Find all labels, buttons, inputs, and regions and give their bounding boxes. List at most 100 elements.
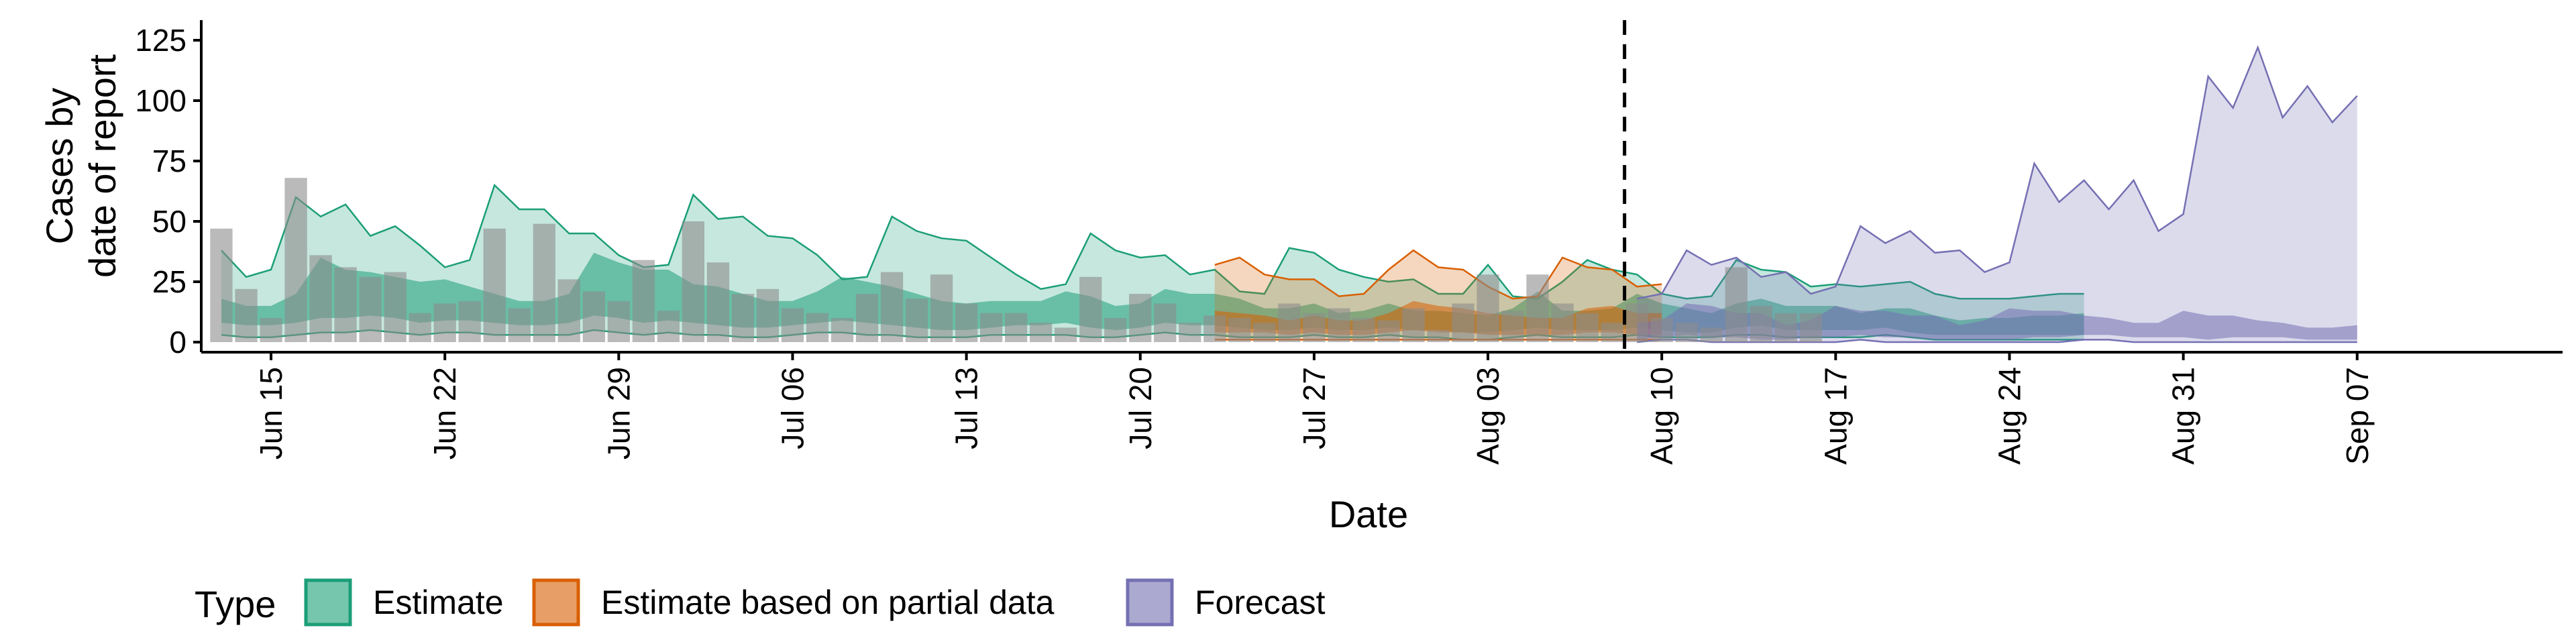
reported-bar <box>1352 318 1375 342</box>
reported-bar <box>1228 318 1251 342</box>
reported-bar <box>1055 327 1077 342</box>
x-tick-label: Aug 10 <box>1644 367 1679 465</box>
y-axis-title-line: date of report <box>81 54 123 278</box>
reported-bar <box>1079 276 1102 342</box>
legend-label-forecast: Forecast <box>1195 584 1326 621</box>
axes: 0 25 50 75 100 125 Jun 15 Jun 22 Jun 29 Jul 06 Jul… <box>38 20 2563 535</box>
reported-bar <box>980 313 1003 342</box>
reported-case-bars <box>210 178 1822 342</box>
reported-bar <box>1104 318 1127 342</box>
reported-bar <box>1675 323 1698 342</box>
legend-title: Type <box>195 583 276 625</box>
x-tick-label: Aug 17 <box>1818 367 1853 465</box>
x-tick-label: Aug 31 <box>2166 367 2201 465</box>
reported-bar <box>1799 313 1822 342</box>
reported-bar <box>955 303 978 342</box>
estimate-based-on-partial-data-90-band <box>1214 250 1662 340</box>
reported-bar <box>905 299 928 342</box>
reported-bar <box>1774 313 1797 342</box>
reported-bar <box>1402 308 1425 342</box>
y-axis-title-line: Cases by <box>38 88 80 244</box>
reported-bar <box>1477 274 1499 342</box>
x-axis-title: Date <box>1329 493 1408 535</box>
x-tick-label: Sep 07 <box>2340 367 2375 465</box>
reported-bar <box>1750 306 1772 342</box>
reported-bar <box>1427 330 1450 342</box>
reported-bar <box>1179 323 1201 342</box>
reported-bar <box>1377 320 1400 342</box>
reported-bar <box>781 308 804 342</box>
reported-bar <box>533 223 555 342</box>
reported-bar <box>657 311 680 342</box>
legend-swatch-estimate <box>304 578 352 627</box>
x-tick-label: Jul 27 <box>1297 367 1332 449</box>
reported-bar <box>1601 323 1623 342</box>
reported-bar <box>632 260 655 342</box>
reported-bar <box>260 318 282 342</box>
estimate-based-on-partial-data-50-band <box>1214 301 1662 335</box>
reported-bar <box>806 313 829 342</box>
legend-swatch-forecast <box>1126 578 1174 627</box>
reported-bar <box>359 276 382 342</box>
x-tick-label: Jun 15 <box>254 367 288 460</box>
x-tick-label: Jul 06 <box>775 367 810 449</box>
x-tick-label: Aug 03 <box>1470 367 1505 465</box>
reported-bar <box>483 228 506 342</box>
reported-bar <box>880 272 904 342</box>
y-tick-label: 50 <box>152 204 186 239</box>
reported-bar <box>582 291 605 342</box>
reported-bar <box>930 274 953 342</box>
reported-bar <box>1725 267 1748 342</box>
forecast-upper-90-line <box>1636 45 2358 300</box>
reported-bar <box>1303 313 1326 342</box>
reported-bar <box>235 288 258 342</box>
y-tick-label: 100 <box>135 83 186 118</box>
estimate-based-on-partial-data-upper-90-line <box>1214 249 1662 300</box>
reported-bar <box>284 178 307 342</box>
reported-bar <box>731 294 755 342</box>
y-axis-title: Cases bydate of report <box>38 54 123 278</box>
x-tick-label: Jul 20 <box>1123 367 1158 449</box>
reported-bar <box>1253 323 1276 342</box>
reported-bar <box>1030 323 1053 342</box>
legend: Type Estimate Estimate based on partial da… <box>195 578 1326 627</box>
reported-bar <box>1129 294 1152 342</box>
reported-bar <box>557 279 580 342</box>
reported-bar <box>409 313 431 342</box>
reported-bar <box>830 318 854 342</box>
reported-bar <box>1501 311 1524 342</box>
forecast-90-band <box>1637 47 2357 343</box>
reported-bar <box>706 262 730 342</box>
reported-bar <box>1154 303 1177 342</box>
reported-bar <box>1576 313 1599 342</box>
reported-bar <box>1328 308 1350 342</box>
y-tick-label: 75 <box>152 144 186 178</box>
reported-bar <box>855 294 879 342</box>
reported-bar <box>1551 303 1574 342</box>
reported-bar <box>756 288 780 342</box>
reported-bar <box>309 255 332 342</box>
y-tick-label: 0 <box>169 325 186 360</box>
reported-bar <box>1278 303 1301 342</box>
legend-label-estimate: Estimate <box>373 584 504 621</box>
reported-bar <box>1526 274 1549 342</box>
reported-bar <box>682 221 704 342</box>
x-tick-label: Jun 29 <box>601 367 636 460</box>
reported-bar <box>607 301 630 342</box>
reported-bar <box>384 272 407 342</box>
reported-bar <box>1700 327 1723 342</box>
reported-bar <box>334 267 357 342</box>
legend-label-estimate-based-on-partial-data: Estimate based on partial data <box>601 584 1055 621</box>
reported-bar <box>1625 303 1648 342</box>
reported-bar <box>1005 313 1028 342</box>
reported-bar <box>1452 303 1474 342</box>
x-tick-label: Aug 24 <box>1992 367 2027 465</box>
reported-bar <box>508 308 531 342</box>
reported-bar <box>1203 315 1226 342</box>
y-tick-label: 125 <box>135 23 186 58</box>
x-tick-label: Jul 13 <box>949 367 984 449</box>
reported-bar <box>458 301 481 342</box>
reported-bar <box>433 303 456 342</box>
reported-bar <box>1650 318 1673 342</box>
